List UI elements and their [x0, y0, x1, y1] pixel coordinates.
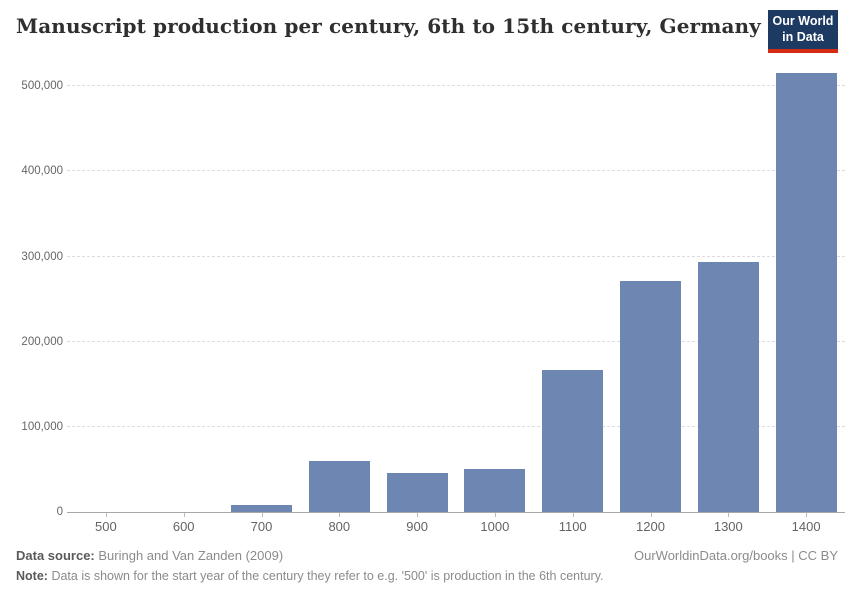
bar-1000[interactable] [464, 469, 526, 512]
chart-footer: Data source: Buringh and Van Zanden (200… [16, 548, 838, 583]
x-axis-label-1100: 1100 [558, 519, 587, 534]
owid-logo-line2: in Data [782, 29, 824, 44]
chart-note: Note: Data is shown for the start year o… [16, 569, 838, 583]
x-tick-1100 [572, 513, 574, 517]
owid-logo[interactable]: Our World in Data [768, 10, 838, 53]
x-tick-1200 [650, 513, 652, 517]
note-text: Data is shown for the start year of the … [51, 569, 604, 583]
data-source-text: Buringh and Van Zanden (2009) [98, 548, 284, 563]
x-axis-label-1200: 1200 [636, 519, 665, 534]
y-axis-label-100,000: 100,000 [21, 420, 63, 433]
x-tick-600 [183, 513, 185, 517]
y-axis-label-400,000: 400,000 [21, 165, 63, 178]
owid-logo-line1: Our World [772, 14, 834, 29]
data-source: Data source: Buringh and Van Zanden (200… [16, 548, 283, 563]
x-tick-800 [339, 513, 341, 517]
gridline-100,000 [67, 425, 845, 427]
x-tick-1300 [728, 513, 730, 517]
y-axis-label-200,000: 200,000 [21, 335, 63, 348]
bar-1400[interactable] [775, 73, 837, 512]
y-axis-label-300,000: 300,000 [21, 250, 63, 263]
data-source-label: Data source: [16, 548, 95, 563]
x-tick-500 [105, 513, 107, 517]
note-label: Note: [16, 569, 48, 583]
owid-credit-link[interactable]: OurWorldinData.org/books | CC BY [634, 548, 838, 563]
chart-title: Manuscript production per century, 6th t… [16, 14, 761, 38]
x-axis-label-1400: 1400 [791, 519, 821, 534]
bar-1300[interactable] [697, 261, 759, 512]
gridline-400,000 [67, 170, 845, 172]
gridline-500,000 [67, 85, 845, 87]
x-axis-label-800: 800 [328, 519, 351, 534]
bar-1200[interactable] [620, 281, 681, 512]
gridline-300,000 [67, 255, 845, 257]
bar-800[interactable] [308, 460, 370, 512]
x-tick-900 [417, 513, 419, 517]
bar-700[interactable] [231, 505, 292, 512]
x-axis-label-1000: 1000 [480, 519, 510, 534]
gridline-200,000 [67, 340, 845, 342]
bar-900[interactable] [386, 472, 448, 512]
plot-area: 0 100,000 200,000 300,000 400,000 500,000 500 6… [21, 64, 845, 534]
bar-1100[interactable] [542, 369, 604, 512]
x-tick-700 [261, 513, 263, 517]
x-tick-1400 [806, 513, 808, 517]
x-tick-1000 [494, 513, 496, 517]
x-axis-label-700: 700 [250, 519, 273, 534]
x-axis-label-900: 900 [406, 519, 428, 534]
x-axis-label-600: 600 [172, 519, 195, 534]
y-axis-label-0: 0 [56, 506, 63, 518]
x-axis-label-1300: 1300 [713, 519, 743, 534]
x-axis-label-500: 500 [95, 519, 117, 534]
y-axis-label-500,000: 500,000 [21, 80, 63, 93]
